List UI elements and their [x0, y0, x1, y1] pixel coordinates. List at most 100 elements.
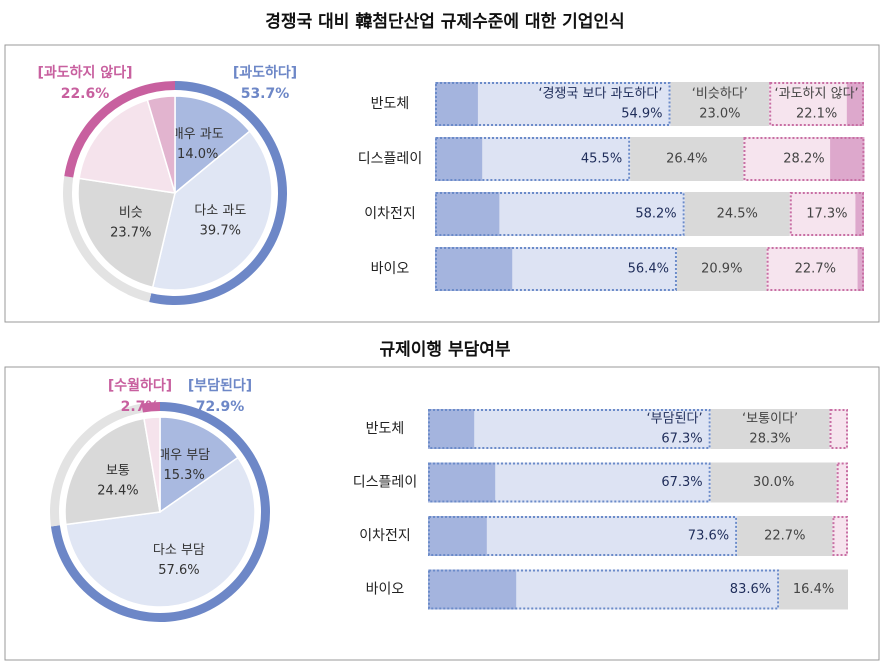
- bar-segment: [779, 569, 848, 610]
- slice-value: 14.0%: [177, 147, 218, 162]
- pie-slice: [146, 95, 176, 194]
- bar-segment: [710, 462, 837, 503]
- group-label: [과도하지 않다]: [38, 64, 133, 81]
- category-label: 디스플레이: [353, 475, 417, 491]
- group-border: [435, 82, 671, 126]
- value-label: 26.4%: [666, 152, 707, 167]
- slice-value: 23.7%: [110, 225, 151, 240]
- bar-segment: [676, 247, 767, 291]
- group-value: 22.6%: [61, 86, 110, 102]
- bar-strong-segment: [846, 82, 864, 126]
- chart-title: 경쟁국 대비 韓첨단산업 규제수준에 대한 기업인식: [265, 11, 624, 32]
- slice-value: 15.3%: [164, 468, 205, 483]
- pie-slice: [77, 177, 176, 289]
- bar-segment: [829, 409, 848, 449]
- group-label: [수월하다]: [108, 377, 172, 394]
- value-label: 30.0%: [753, 475, 794, 490]
- bar-strong-segment: [435, 137, 483, 181]
- group-value: 53.7%: [241, 86, 290, 102]
- bar-strong-segment: [435, 82, 478, 126]
- slice-value: 24.4%: [97, 484, 138, 499]
- bar-strong-segment: [428, 569, 517, 610]
- group-border: [836, 462, 848, 503]
- bar-segment: [630, 137, 744, 181]
- value-label: 67.3%: [661, 432, 702, 447]
- group-border: [428, 409, 711, 449]
- bar-segment: [766, 247, 864, 291]
- group-border: [743, 137, 865, 181]
- value-label: 67.3%: [661, 475, 702, 490]
- bar-segment: [710, 409, 830, 449]
- value-label: 22.7%: [764, 529, 805, 544]
- bar-strong-segment: [428, 516, 487, 556]
- value-label: 58.2%: [635, 207, 676, 222]
- legend-label: ‘비슷하다’: [692, 87, 748, 102]
- slice-label: 매우 부담: [158, 448, 210, 463]
- group-border: [829, 409, 849, 449]
- pie-slice: [78, 99, 177, 194]
- group-border: [428, 462, 711, 503]
- pie-slice: [64, 456, 256, 608]
- category-label: 반도체: [366, 421, 405, 437]
- chart-title: 규제이행 부담여부: [379, 340, 510, 360]
- value-label: 24.5%: [717, 207, 758, 222]
- group-border: [766, 247, 865, 291]
- category-label: 반도체: [371, 96, 410, 112]
- bar-strong-segment: [428, 409, 475, 449]
- category-label: 바이오: [366, 582, 405, 598]
- category-label: 바이오: [371, 261, 410, 277]
- bar-segment: [670, 82, 770, 126]
- legend-label: ‘경쟁국 보다 과도하다’: [538, 87, 662, 102]
- pie-slice: [174, 95, 251, 195]
- bar-strong-segment: [855, 192, 864, 236]
- group-ring: [63, 176, 152, 302]
- value-label: 28.3%: [749, 432, 790, 447]
- group-value: 72.9%: [196, 399, 245, 415]
- group-border: [435, 137, 631, 181]
- group-border: [789, 192, 865, 236]
- group-ring: [64, 81, 175, 178]
- value-label: 28.2%: [783, 152, 824, 167]
- bar-strong-segment: [830, 137, 865, 181]
- pie-slice: [64, 417, 161, 526]
- value-label: 54.9%: [621, 107, 662, 122]
- bar-segment: [737, 516, 833, 556]
- slice-value: 39.7%: [200, 224, 241, 239]
- group-border: [428, 569, 780, 610]
- legend-label: ‘보통이다’: [742, 412, 798, 427]
- bar-segment: [428, 409, 711, 449]
- value-label: 17.3%: [806, 207, 847, 222]
- value-label: 22.7%: [795, 262, 836, 277]
- value-label: 73.6%: [688, 529, 729, 544]
- bar-strong-segment: [435, 247, 513, 291]
- panel-frame: [4, 366, 880, 661]
- pie-slice: [159, 416, 239, 514]
- group-value: 2.7%: [121, 399, 160, 415]
- pie-slice: [143, 416, 161, 513]
- value-label: 23.0%: [699, 107, 740, 122]
- bar-strong-segment: [857, 247, 864, 291]
- slice-label: 보통: [106, 464, 130, 479]
- value-label: 16.4%: [793, 582, 834, 597]
- panel-frame: [4, 44, 880, 323]
- slice-value: 57.6%: [158, 563, 199, 578]
- group-border: [832, 516, 849, 556]
- value-label: 22.1%: [796, 107, 837, 122]
- group-border: [435, 247, 677, 291]
- bar-strong-segment: [435, 192, 500, 236]
- value-label: 56.4%: [628, 262, 669, 277]
- group-border: [435, 192, 685, 236]
- bar-segment: [684, 192, 790, 236]
- slice-label: 비슷: [119, 205, 143, 220]
- slice-label: 다소 과도: [194, 204, 246, 219]
- value-label: 20.9%: [701, 262, 742, 277]
- value-label: 45.5%: [581, 152, 622, 167]
- category-label: 이차전지: [364, 206, 416, 222]
- bar-segment: [836, 462, 848, 503]
- group-border: [428, 516, 738, 556]
- group-ring: [50, 403, 143, 527]
- slice-label: 다소 부담: [153, 543, 205, 558]
- group-label: [과도하다]: [233, 64, 297, 81]
- group-ring: [141, 402, 160, 413]
